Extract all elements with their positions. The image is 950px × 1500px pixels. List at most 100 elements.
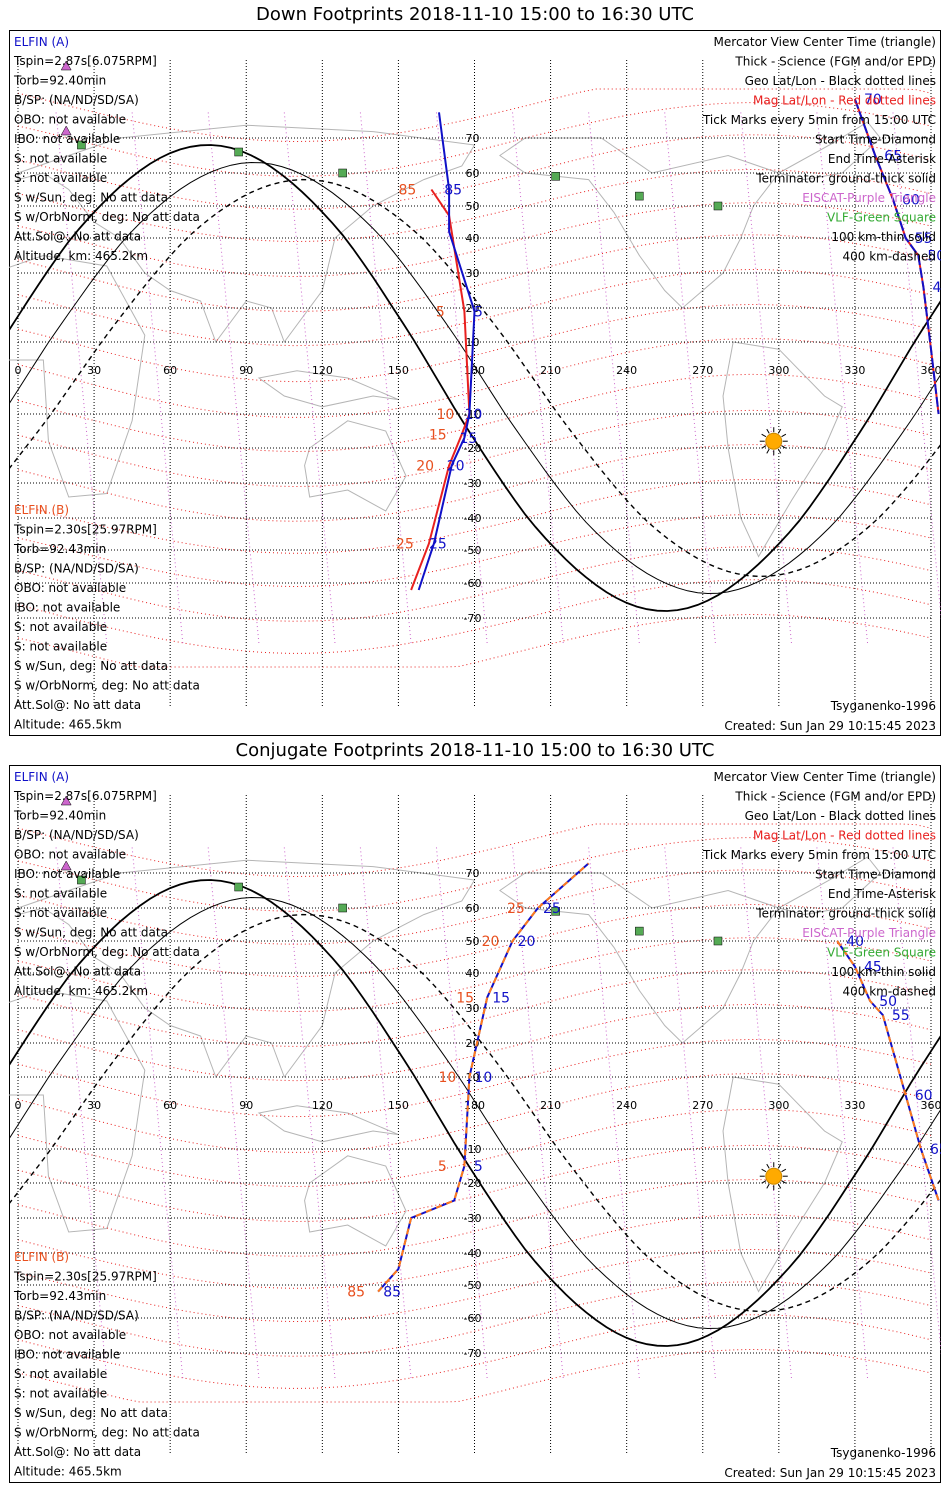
vlf-station-marker — [234, 147, 243, 157]
terminator-ground — [9, 879, 941, 1347]
elfin-a-tick-label-blue: 85 — [444, 183, 462, 199]
mag-lat-line — [17, 202, 932, 278]
lat-tick-label: -50 — [464, 1279, 482, 1292]
terminator-400km — [9, 913, 941, 1313]
elfin-b-tick-label: 65 — [884, 149, 902, 165]
sun-ray — [781, 445, 787, 449]
lat-tick-label: -70 — [464, 612, 482, 625]
legend-entry: Thick - Science (FGM and/or EPD) — [734, 790, 936, 804]
mag-lat-line — [17, 1038, 932, 1118]
lon-tick-label: 360 — [921, 364, 942, 377]
mag-lat-line — [17, 937, 932, 1013]
elfin-a-info-line: IBO: not available — [14, 867, 120, 881]
lon-tick-label: 240 — [616, 1099, 637, 1112]
mag-meridian — [816, 112, 869, 644]
coastline-5 — [777, 121, 881, 181]
mag-meridian — [207, 847, 260, 1379]
legend-entry: Tick Marks every 5min from 15:00 UTC — [702, 848, 936, 862]
elfin-b-info-line: B/SP: (NA/ND/SD/SA) — [14, 562, 139, 576]
elfin-b-info-line: OBO: not available — [14, 581, 126, 595]
mag-meridian — [55, 847, 108, 1379]
vlf-station-marker — [551, 907, 560, 916]
mag-lat-line — [17, 88, 932, 143]
sun-ray — [781, 1180, 787, 1184]
elfin-a-header: ELFIN (A) — [14, 770, 69, 784]
lat-tick-label: 40 — [466, 232, 480, 245]
lat-tick-label: -10 — [464, 1143, 482, 1156]
elfin-a-track-blue — [417, 112, 476, 591]
lon-tick-label: 210 — [540, 1099, 561, 1112]
mag-lat-line — [17, 546, 932, 622]
lat-tick-label: -60 — [464, 577, 482, 590]
vlf-station-marker — [77, 875, 86, 885]
elfin-b-tick-label: 60 — [902, 192, 920, 208]
lon-tick-label: 0 — [15, 1099, 22, 1112]
legend-entry: Start Time-Diamond — [815, 868, 936, 882]
elfin-a-tick-label-red: 20 — [416, 459, 434, 475]
mag-lat-line — [17, 613, 932, 668]
elfin-b-info-line: IBO: not available — [14, 1348, 120, 1362]
mag-meridian — [588, 112, 640, 644]
sun-ray — [766, 1163, 770, 1169]
terminator-ground — [9, 144, 941, 612]
legend-entry: EISCAT-Purple Triangle — [802, 191, 936, 205]
sun-ray — [781, 433, 787, 438]
elfin-a-tick-label-blue: 85 — [383, 1285, 401, 1301]
model-label: Tsyganenko-1996 — [830, 699, 936, 713]
elfin-b-tick-label: 55 — [892, 1008, 910, 1024]
vlf-station-marker — [635, 926, 644, 936]
elfin-b-tick-label: 55 — [915, 231, 933, 247]
sun-disk — [765, 1167, 783, 1185]
created-label: Created: Sun Jan 29 10:15:45 2023 — [724, 1466, 936, 1480]
legend-entry: Thick - Science (FGM and/or EPD) — [734, 55, 936, 69]
elfin-a-info-line: OBO: not available — [14, 848, 126, 862]
elfin-a-tick-label-blue: 5 — [474, 1159, 483, 1175]
elfin-a-info-line: IBO: not available — [14, 132, 120, 146]
lon-tick-label: 270 — [692, 1099, 713, 1112]
legend-entry: Terminator: ground-thick solid — [755, 907, 936, 921]
lon-tick-label: 300 — [768, 364, 789, 377]
elfin-a-info: ELFIN (A) Tspin=2.87s[6.075RPM] Torb=92.40… — [13, 35, 200, 263]
elfin-b-info: ELFIN (B) Tspin=2.30s[25.97RPM] Torb=92.43… — [13, 1250, 200, 1479]
coastline-4 — [722, 341, 843, 558]
lon-tick-label: 150 — [388, 364, 409, 377]
lat-tick-label: 50 — [466, 200, 480, 213]
legend-entry: Mercator View Center Time (triangle) — [714, 770, 936, 784]
lon-tick-label: 120 — [312, 364, 333, 377]
mag-lat-line — [17, 409, 932, 488]
mag-meridian — [283, 847, 336, 1379]
elfin-b-info-line: S w/Sun, deg: No att data — [14, 659, 168, 673]
elfin-a-tick-label-red: 15 — [456, 991, 474, 1007]
elfin-a-tick-label-blue: 5 — [474, 304, 483, 320]
sun-ray — [761, 445, 767, 449]
elfin-a-tick-label-red: 5 — [438, 1159, 447, 1175]
sun-ray — [777, 428, 782, 434]
legend-entry: Mercator View Center Time (triangle) — [714, 35, 936, 49]
geo-grid — [17, 795, 932, 1453]
mag-meridian — [740, 847, 793, 1379]
elfin-b-tick-label: 45 — [932, 280, 941, 296]
elfin-a-tick-label-blue: 15 — [459, 431, 477, 447]
elfin-a-info-line: B/SP: (NA/ND/SD/SA) — [14, 93, 139, 107]
mag-meridian — [512, 847, 564, 1379]
coastline-3 — [498, 137, 780, 309]
elfin-a-info-line: S w/OrbNorm, deg: No att data — [14, 945, 200, 959]
elfin-b-info-line: Tspin=2.30s[25.97RPM] — [13, 523, 157, 537]
elfin-b-header: ELFIN (B) — [14, 503, 69, 517]
elfin-b-info-line: Torb=92.43min — [13, 542, 106, 556]
elfin-a-tick-label-red: 25 — [396, 537, 414, 553]
sun-ray — [777, 448, 782, 454]
mag-meridian — [131, 112, 184, 644]
vlf-station-marker — [713, 936, 723, 946]
mag-lat-line — [17, 1281, 932, 1357]
elfin-b-info-line: Att.Sol@: No att data — [14, 698, 141, 712]
sun-icon — [759, 427, 788, 456]
lon-tick-label: 60 — [163, 1099, 177, 1112]
down-footprints-map: 0 30 60 90 120 150 180 210 240 270 300 330 360706050… — [9, 30, 941, 736]
mag-meridian — [740, 112, 793, 644]
lon-tick-label: 300 — [768, 1099, 789, 1112]
elfin-a-info-line: S w/Sun, deg: No att data — [14, 191, 168, 205]
legend-entry: End Time-Asterisk — [828, 152, 936, 166]
mag-lat-line — [17, 1314, 932, 1389]
lat-tick-label: -70 — [464, 1347, 482, 1360]
